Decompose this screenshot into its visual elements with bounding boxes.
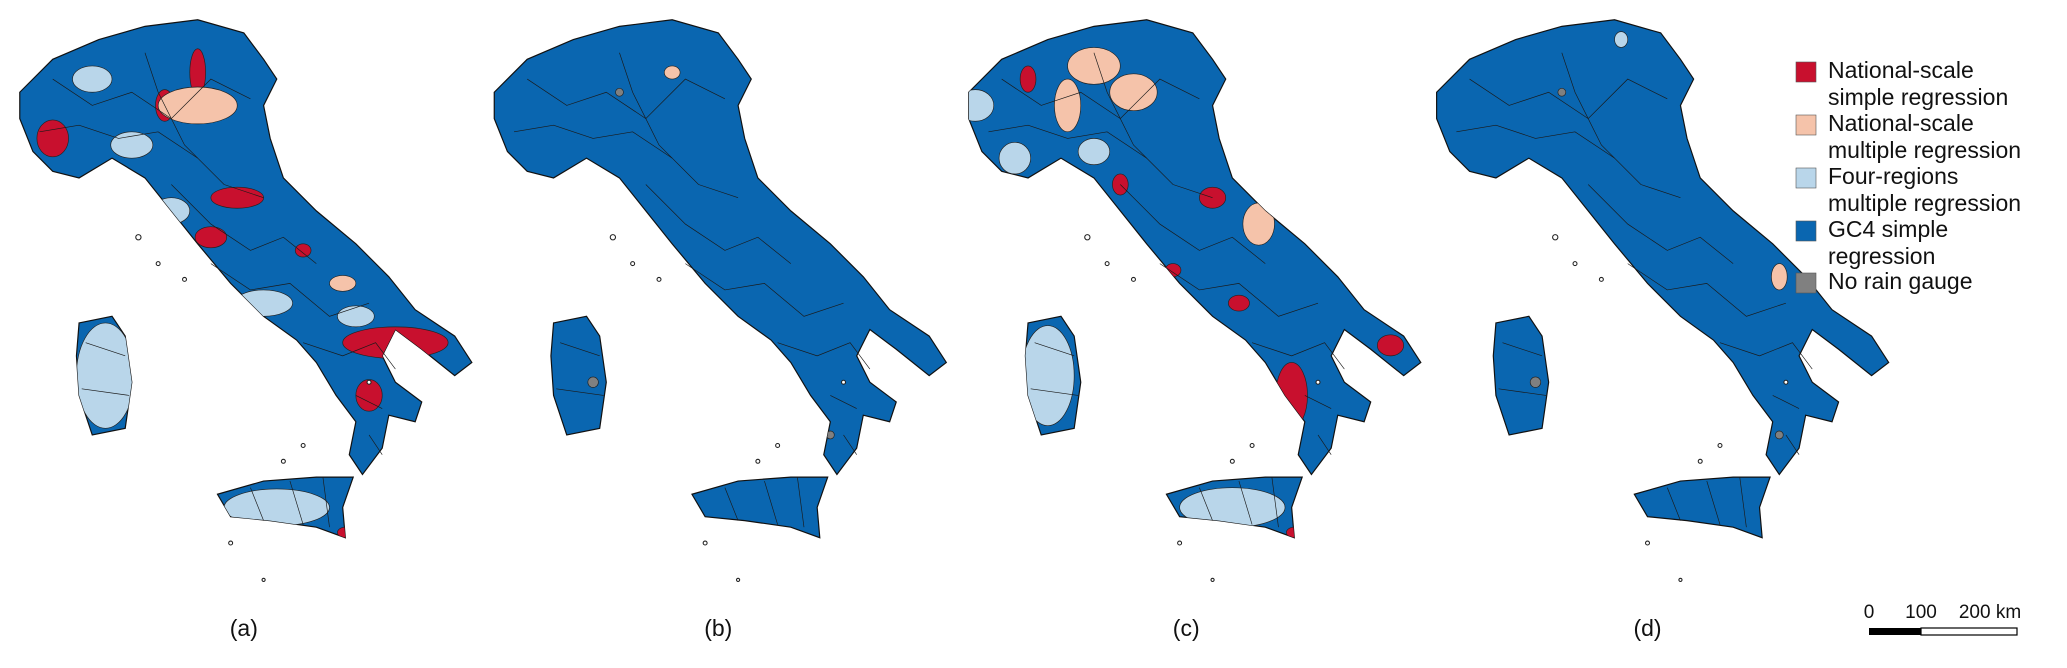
map-panel [1435,19,1890,583]
catchment-patch [1179,487,1286,528]
catchment-patch [663,65,681,80]
scale-bar-white [1920,627,2018,636]
legend-swatch [1795,114,1817,136]
legend-label: Four-regions [1828,163,1958,189]
panel-label: (d) [1633,615,1661,641]
catchment-patch [1164,263,1182,278]
catchment-patch [1771,263,1788,291]
catchment-patch [1275,362,1308,429]
scale-bar-black [1869,628,1921,635]
map-panel [968,19,1422,583]
catchment-patch [998,142,1032,175]
legend-label: multiple regression [1828,190,2021,216]
legend-swatch [1795,167,1817,189]
catchment-patch [587,376,599,388]
catchment-patch [1067,47,1121,85]
catchment-patch [980,171,997,185]
catchment-patch [110,131,154,159]
catchment-patch [1228,294,1250,312]
catchment-patch [234,289,293,317]
panel-label: (a) [230,615,258,641]
catchment-patch [329,275,357,292]
catchment-patch [157,86,238,125]
catchment-patch [337,305,375,328]
landmass [550,315,607,436]
catchment-patch [294,243,312,258]
catchment-patch [1529,376,1542,388]
legend-label: regression [1828,243,1935,269]
catchment-patch [1614,31,1629,48]
catchment-patch [1242,202,1275,246]
catchment-patch [72,65,113,93]
legend-label: National-scale [1828,57,1974,83]
catchment-patch [36,119,69,158]
scale-label: 100 [1905,602,1937,623]
catchment-patch [210,186,264,209]
legend-swatch [1795,272,1817,294]
catchment-patch [1019,65,1037,93]
catchment-patch [615,87,624,97]
landmass [1633,476,1771,539]
catchment-patch [1077,138,1111,166]
catchment-patch [194,226,228,249]
catchment-patch [1557,87,1567,97]
legend-swatch [1795,61,1817,83]
scale-label: 0 [1864,602,1875,623]
panel-label: (b) [704,615,732,641]
catchment-patch [223,488,330,527]
map-panel [19,19,473,583]
catchment-patch [1054,78,1082,133]
map-panel [493,19,947,583]
catchment-patch [1775,430,1784,440]
landmass [1492,315,1550,436]
legend-label: No rain gauge [1828,268,1973,294]
catchment-patch [1199,186,1227,209]
catchment-patch [968,89,995,122]
catchment-patch [1376,334,1404,357]
landmass [691,476,829,539]
legend-label: simple regression [1828,84,2008,110]
panel-label: (c) [1173,615,1200,641]
catchment-patch [1109,73,1158,112]
catchment-patch [342,326,449,359]
legend-label: GC4 simple [1828,216,1948,242]
legend-label: multiple regression [1828,137,2021,163]
legend-label: National-scale [1828,110,1974,136]
scale-label: 200 km [1959,602,2021,623]
catchment-patch [1021,325,1075,427]
legend-swatch [1795,220,1817,242]
